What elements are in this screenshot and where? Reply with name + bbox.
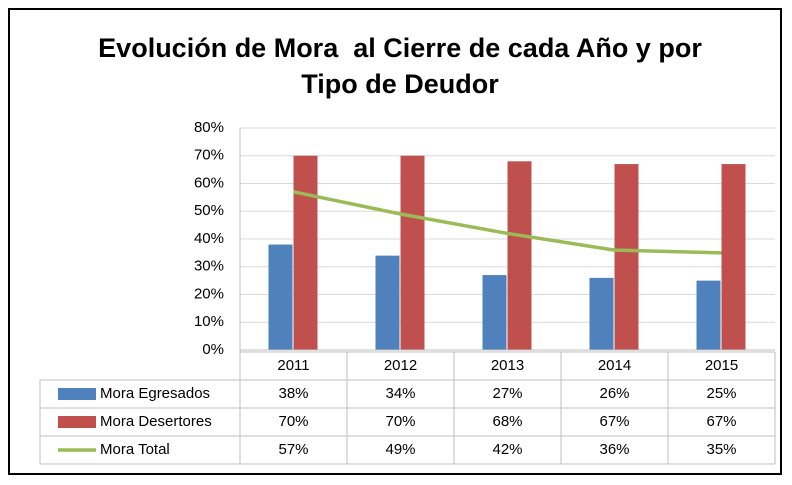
table-cell: 27% bbox=[492, 385, 522, 402]
chart-frame bbox=[8, 8, 782, 475]
table-cell: 70% bbox=[278, 413, 308, 430]
y-tick-label: 60% bbox=[194, 174, 224, 191]
table-cell: 42% bbox=[492, 441, 522, 458]
y-tick-label: 40% bbox=[194, 230, 224, 247]
table-cell: 38% bbox=[278, 385, 308, 402]
table-cell: 57% bbox=[278, 441, 308, 458]
x-tick-label: 2012 bbox=[384, 357, 417, 374]
x-tick-label: 2011 bbox=[277, 357, 309, 374]
y-tick-label: 30% bbox=[194, 258, 224, 275]
y-tick-label: 70% bbox=[194, 147, 224, 164]
table-cell: 68% bbox=[492, 413, 522, 430]
bar bbox=[507, 161, 532, 350]
y-tick-label: 20% bbox=[194, 285, 224, 302]
x-tick-label: 2015 bbox=[705, 357, 738, 374]
table-cell: 36% bbox=[599, 441, 629, 458]
line-series bbox=[293, 190, 722, 255]
table-cell: 35% bbox=[706, 441, 736, 458]
table-cell: 34% bbox=[385, 385, 415, 402]
bar bbox=[268, 244, 293, 350]
y-tick-label: 0% bbox=[202, 341, 224, 358]
table-cell: 70% bbox=[385, 413, 415, 430]
bar bbox=[482, 275, 507, 350]
legend-key bbox=[58, 416, 96, 428]
legend-label: Mora Desertores bbox=[100, 413, 212, 430]
bar bbox=[293, 155, 318, 350]
y-tick-label: 80% bbox=[194, 119, 224, 136]
legend-label: Mora Total bbox=[100, 441, 170, 458]
x-tick-label: 2014 bbox=[598, 357, 631, 374]
bar bbox=[721, 164, 746, 350]
table-cell: 49% bbox=[385, 441, 415, 458]
y-tick-label: 50% bbox=[194, 202, 224, 219]
table-cell: 26% bbox=[599, 385, 629, 402]
y-tick-label: 10% bbox=[194, 313, 224, 330]
table-cell: 25% bbox=[706, 385, 736, 402]
legend-label: Mora Egresados bbox=[100, 385, 210, 402]
bar bbox=[589, 277, 614, 350]
x-tick-label: 2013 bbox=[491, 357, 524, 374]
chart-title: Evolución de Mora al Cierre de cada Año … bbox=[98, 33, 710, 99]
bar bbox=[696, 280, 721, 350]
table-cell: 67% bbox=[599, 413, 629, 430]
bar bbox=[375, 255, 400, 350]
legend-key bbox=[58, 388, 96, 400]
table-cell: 67% bbox=[706, 413, 736, 430]
bar bbox=[614, 164, 639, 350]
bar bbox=[400, 155, 425, 350]
